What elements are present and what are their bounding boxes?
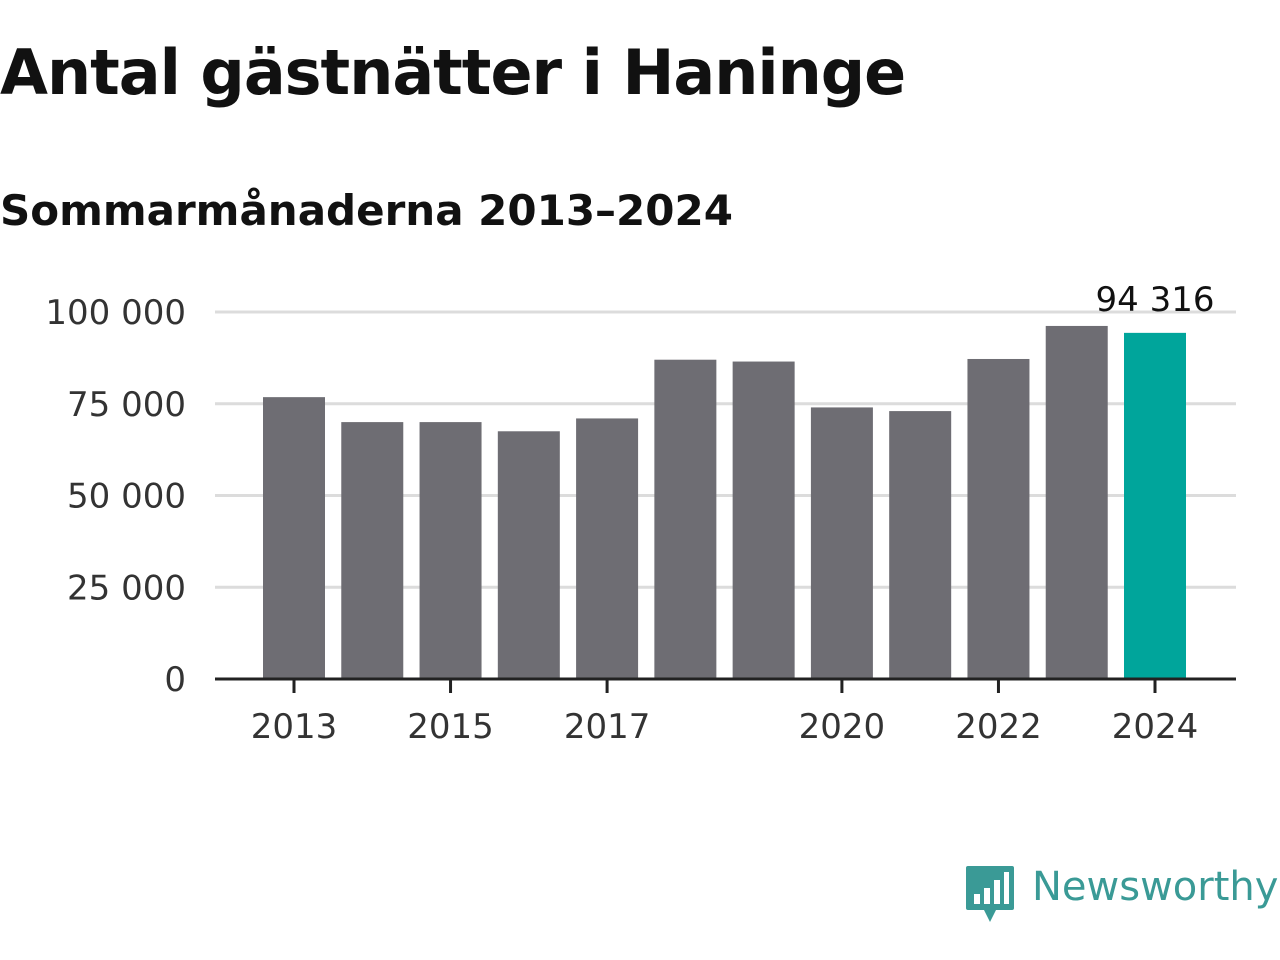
bar-2014: [341, 422, 404, 679]
data-labels: 94 316: [1096, 280, 1215, 320]
bar-2023: [1045, 325, 1108, 679]
y-axis-ticks: 0 25 000 50 000 75 000 100 000: [45, 293, 186, 700]
brand-logo: Newsworthy: [964, 864, 1278, 926]
y-tick-label: 75 000: [67, 385, 186, 425]
x-tick-label: 2020: [799, 707, 886, 747]
bar-2017: [576, 418, 639, 679]
y-tick-label: 0: [164, 660, 186, 700]
x-tick-label: 2013: [251, 707, 338, 747]
x-tick-label: 2017: [564, 707, 651, 747]
x-axis-ticks: 2013 2015 2017 2020 2022 2024: [251, 679, 1199, 747]
data-label-2024: 94 316: [1096, 280, 1215, 320]
x-tick-label: 2015: [407, 707, 494, 747]
chart-title: Antal gästnätter i Haninge: [0, 36, 906, 109]
bar-2022: [967, 358, 1030, 679]
y-tick-label: 100 000: [45, 293, 186, 333]
bar-2013: [263, 397, 325, 679]
bar-chart-speech-bubble-icon: [966, 866, 1014, 922]
x-tick-label: 2022: [955, 707, 1042, 747]
y-tick-label: 50 000: [67, 477, 186, 517]
bars: [263, 325, 1186, 679]
bar-2019: [732, 361, 795, 679]
chart-subtitle: Sommarmånaderna 2013–2024: [0, 186, 733, 235]
bar-2021: [889, 411, 952, 679]
y-tick-label: 25 000: [67, 568, 186, 608]
brand-name: Newsworthy: [1032, 864, 1279, 910]
bar-2015: [419, 422, 482, 679]
bar-2024: [1124, 332, 1186, 679]
bar-2016: [497, 431, 560, 679]
bar-2018: [654, 359, 717, 679]
x-tick-label: 2024: [1112, 707, 1199, 747]
bar-2020: [810, 407, 873, 679]
